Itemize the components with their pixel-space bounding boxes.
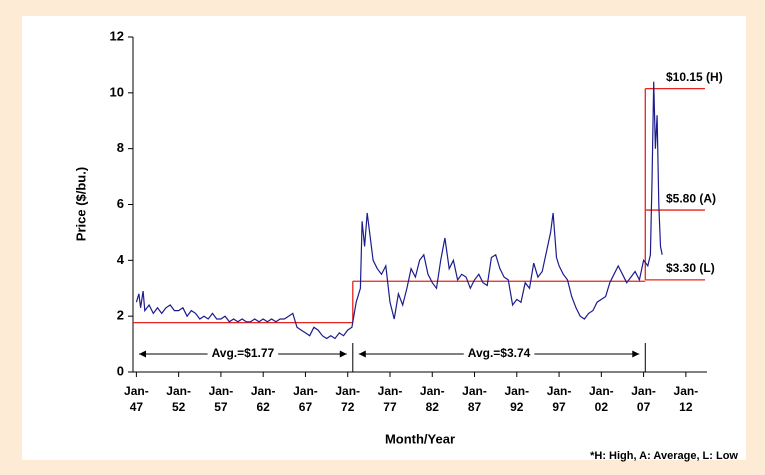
footnote: *H: High, A: Average, L: Low [590,450,738,462]
x-tick-label: Jan-02 [589,384,614,414]
y-tick-label: 10 [110,84,124,99]
x-tick-label: Jan-52 [166,384,191,414]
y-tick-label: 8 [117,140,124,155]
x-tick-label: Jan-82 [420,384,445,414]
x-tick-label: Jan-92 [504,384,529,414]
price-line [135,81,663,340]
level-label: $5.80 (A) [666,191,716,205]
y-tick-label: 12 [110,28,124,43]
y-tick-label: 0 [117,363,124,378]
panel [22,16,746,460]
y-axis-label: Price ($/bu.) [73,167,88,241]
level-label: $3.30 (L) [666,261,715,275]
x-tick-label: Jan-72 [335,384,360,414]
y-tick-label: 4 [117,252,125,267]
period-label: Avg.=$1.77 [212,346,275,360]
x-tick-label: Jan-62 [251,384,276,414]
x-tick-label: Jan-87 [462,384,487,414]
x-tick-label: Jan-97 [547,384,572,414]
x-axis-label: Month/Year [385,431,455,446]
x-tick-label: Jan-07 [631,384,656,414]
level-label: $10.15 (H) [666,70,723,84]
x-tick-label: Jan-12 [674,384,699,414]
period-label: Avg.=$3.74 [468,346,531,360]
x-tick-label: Jan-47 [124,384,149,414]
x-tick-label: Jan-57 [209,384,234,414]
x-tick-label: Jan-77 [378,384,403,414]
y-tick-label: 2 [117,308,124,323]
y-tick-label: 6 [117,196,124,211]
x-tick-label: Jan-67 [293,384,318,414]
